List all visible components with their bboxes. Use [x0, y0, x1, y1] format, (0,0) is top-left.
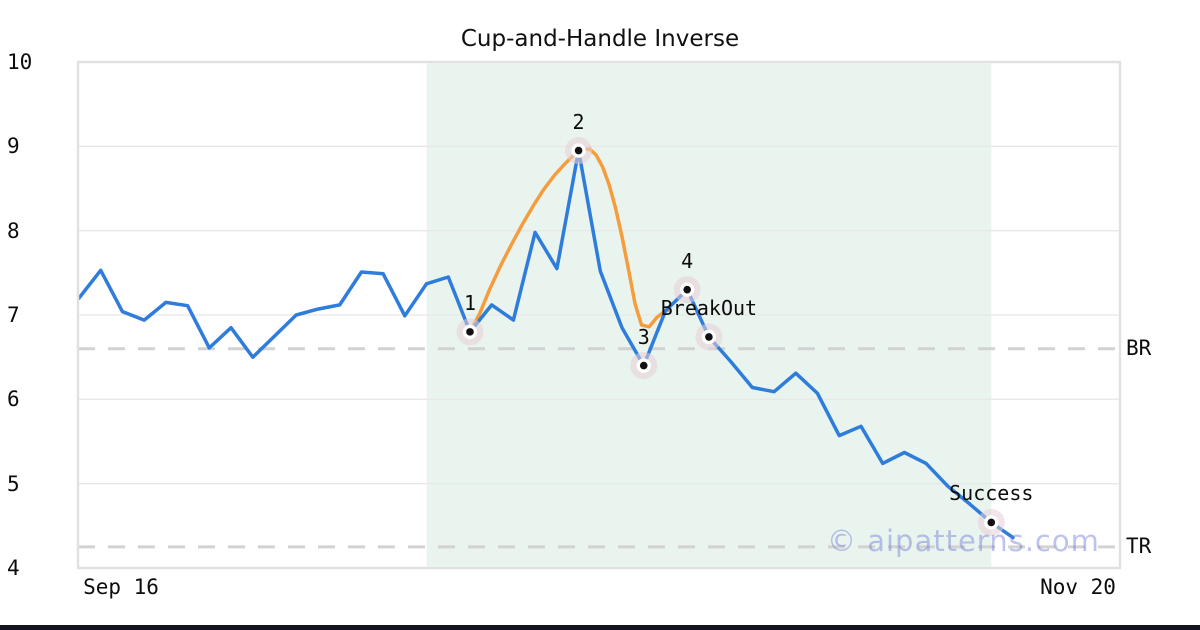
- bottom-accent-bar: [0, 625, 1200, 630]
- chart-title: Cup-and-Handle Inverse: [460, 26, 740, 52]
- hline-label-tr: TR: [1126, 533, 1152, 558]
- marker-dot: [705, 333, 713, 341]
- marker-label-1: 1: [463, 290, 476, 315]
- marker-label-success: Success: [949, 481, 1034, 506]
- marker-dot: [639, 361, 648, 370]
- marker-dot: [683, 285, 691, 294]
- marker-dot: [466, 328, 474, 336]
- y-tick-10: 10: [7, 50, 33, 74]
- watermark: © aipatterns.com: [827, 524, 1100, 558]
- marker-dot: [987, 518, 996, 527]
- hline-label-br: BR: [1126, 335, 1152, 360]
- y-tick-8: 8: [7, 218, 20, 243]
- marker-label-4: 4: [681, 248, 694, 273]
- y-tick-7: 7: [7, 303, 20, 327]
- x-tick-end: Nov 20: [1040, 575, 1116, 599]
- x-tick-start: Sep 16: [83, 575, 159, 599]
- marker-dot: [574, 146, 583, 155]
- y-tick-5: 5: [7, 471, 20, 496]
- y-tick-9: 9: [7, 134, 20, 159]
- y-tick-4: 4: [7, 556, 20, 580]
- marker-label-2: 2: [572, 109, 585, 134]
- y-tick-6: 6: [7, 387, 20, 412]
- marker-label-3: 3: [637, 324, 650, 349]
- price-line: [77, 148, 1015, 540]
- marker-label-breakout: BreakOut: [660, 295, 758, 320]
- plot-border: [76, 60, 1122, 570]
